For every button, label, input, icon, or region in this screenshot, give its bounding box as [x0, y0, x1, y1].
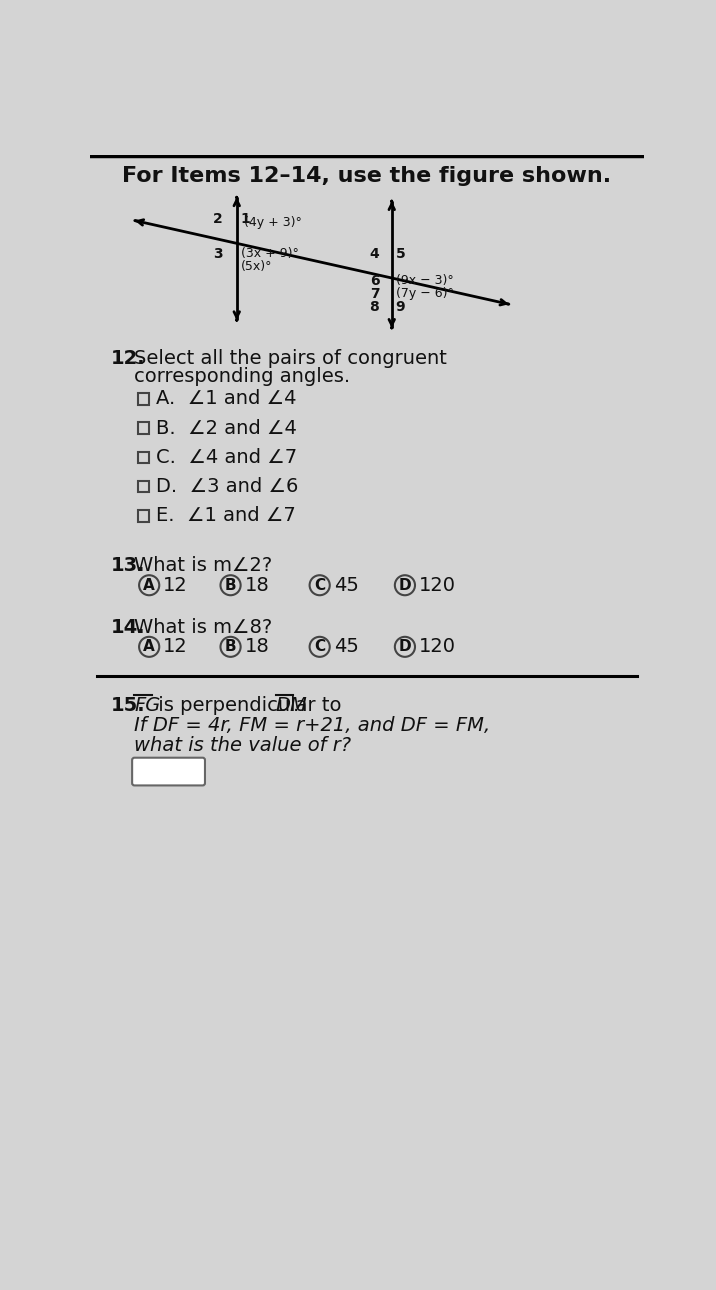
Text: Select all the pairs of congruent: Select all the pairs of congruent	[135, 348, 448, 368]
Text: C: C	[314, 640, 325, 654]
Text: What is m∠8?: What is m∠8?	[135, 618, 273, 636]
Text: 14.: 14.	[111, 618, 146, 636]
Text: 12: 12	[163, 575, 188, 595]
Text: 13.: 13.	[111, 556, 145, 575]
Text: 12.: 12.	[111, 348, 146, 368]
Text: what is the value of r?: what is the value of r?	[135, 737, 352, 755]
Text: corresponding angles.: corresponding angles.	[135, 368, 351, 386]
Text: 45: 45	[334, 575, 359, 595]
Text: D: D	[399, 578, 411, 592]
Text: C: C	[314, 578, 325, 592]
Text: A.  ∠1 and ∠4: A. ∠1 and ∠4	[156, 390, 296, 409]
Text: 3: 3	[213, 248, 223, 261]
Text: 7: 7	[369, 288, 379, 302]
Text: For Items 12–14, use the figure shown.: For Items 12–14, use the figure shown.	[122, 166, 611, 186]
Text: FG: FG	[135, 697, 161, 715]
Text: E.  ∠1 and ∠7: E. ∠1 and ∠7	[156, 507, 296, 525]
Text: DM: DM	[276, 697, 307, 715]
Text: is perpendicular to: is perpendicular to	[152, 697, 347, 715]
Text: A: A	[143, 640, 155, 654]
Text: D.  ∠3 and ∠6: D. ∠3 and ∠6	[156, 477, 299, 497]
Text: What is m∠2?: What is m∠2?	[135, 556, 273, 575]
Bar	[137, 451, 149, 463]
Text: C.  ∠4 and ∠7: C. ∠4 and ∠7	[156, 448, 297, 467]
Text: 4: 4	[369, 248, 379, 261]
Text: If DF = 4r, FM = r+21, and DF = FM,: If DF = 4r, FM = r+21, and DF = FM,	[135, 716, 490, 735]
Text: .: .	[293, 697, 299, 715]
Text: 120: 120	[419, 575, 456, 595]
Text: 1: 1	[241, 213, 251, 227]
Text: 9: 9	[396, 299, 405, 313]
FancyBboxPatch shape	[132, 757, 205, 786]
Text: 15.: 15.	[111, 697, 146, 715]
Text: 18: 18	[244, 637, 269, 657]
Bar	[137, 393, 149, 405]
Text: B: B	[225, 640, 236, 654]
Bar	[137, 481, 149, 493]
Text: 45: 45	[334, 637, 359, 657]
Text: 2: 2	[213, 213, 223, 227]
Bar	[137, 422, 149, 433]
Text: 18: 18	[244, 575, 269, 595]
Text: B: B	[225, 578, 236, 592]
Text: (5x)°: (5x)°	[241, 261, 272, 273]
Text: (9x − 3)°: (9x − 3)°	[396, 275, 453, 288]
Text: 8: 8	[369, 299, 379, 313]
Text: 5: 5	[396, 248, 405, 261]
Text: A: A	[143, 578, 155, 592]
Text: (7y − 6)°: (7y − 6)°	[396, 288, 453, 301]
Text: D: D	[399, 640, 411, 654]
Text: 120: 120	[419, 637, 456, 657]
Text: (3x + 9)°: (3x + 9)°	[241, 248, 299, 261]
Text: 6: 6	[369, 275, 379, 288]
Text: (4y + 3)°: (4y + 3)°	[244, 217, 302, 230]
Text: 12: 12	[163, 637, 188, 657]
Bar	[137, 510, 149, 521]
Text: B.  ∠2 and ∠4: B. ∠2 and ∠4	[156, 419, 297, 437]
